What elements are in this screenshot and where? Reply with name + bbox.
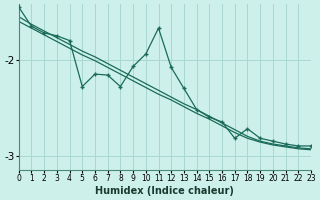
X-axis label: Humidex (Indice chaleur): Humidex (Indice chaleur) [95, 186, 234, 196]
